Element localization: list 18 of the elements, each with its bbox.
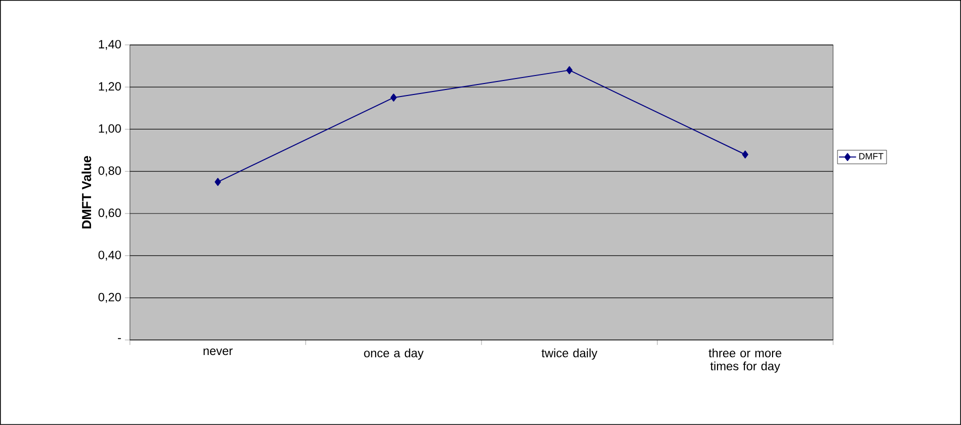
y-tick-label: 0,40 [98,250,121,261]
y-tick-label: 0,80 [98,166,121,176]
point [742,150,748,159]
y-tick-label: - [118,338,121,340]
x-tick-label: three or more times for day [708,348,782,373]
y-axis-title: DMFT Value [82,156,92,228]
y-tick-label: 1,40 [98,40,121,50]
legend-label: DMFT [859,153,884,160]
point [390,94,397,102]
y-tick-label: 1,20 [98,82,121,92]
point [566,66,573,74]
y-tick-label: 0,20 [98,292,121,303]
x-tick-label: once a day [364,348,424,360]
x-tick-label: twice daily [542,348,598,360]
x-tick-label: never [204,348,233,356]
y-tick-label: 0,60 [98,208,121,219]
y-tick-label: 1,00 [98,124,121,134]
point [214,178,221,186]
